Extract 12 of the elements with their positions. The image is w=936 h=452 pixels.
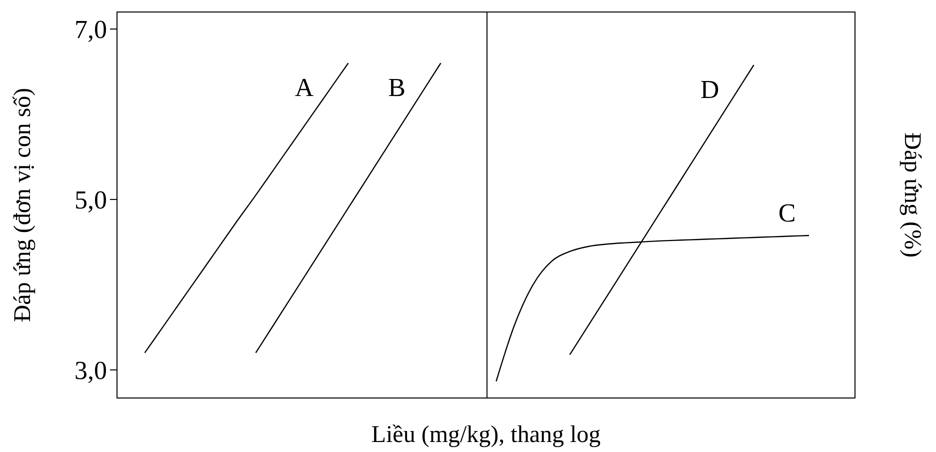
y-tick-label: 5,0 <box>74 186 107 215</box>
x-axis-title: Liều (mg/kg), thang log <box>371 422 601 448</box>
y-tick-label: 3,0 <box>74 356 107 385</box>
y-tick-label: 7,0 <box>74 15 107 44</box>
series-label: A <box>294 73 314 102</box>
series-label: C <box>778 198 796 228</box>
y2-axis-title: Đáp ứng (%) <box>899 132 925 258</box>
series-label: D <box>700 75 720 104</box>
line-series <box>144 62 349 354</box>
line-series <box>255 62 442 354</box>
series-label: B <box>388 73 406 102</box>
y-axis-title: Đáp ứng (đơn vị con số) <box>10 88 36 322</box>
